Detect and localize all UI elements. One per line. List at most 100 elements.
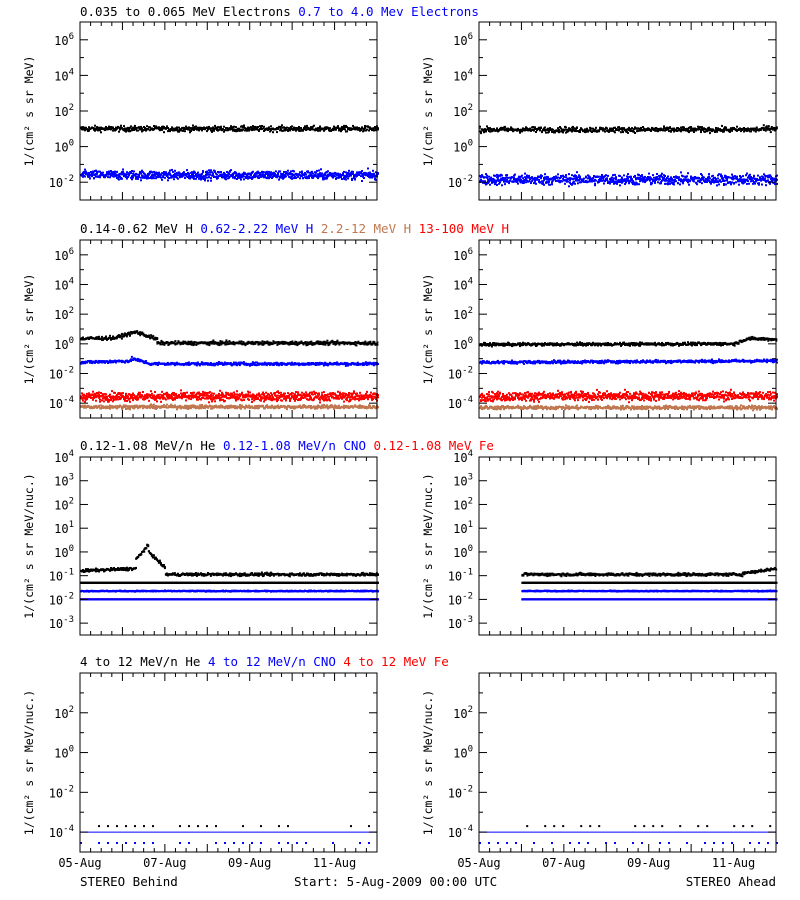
data-point [318,361,321,364]
data-point [103,397,105,400]
data-point [139,391,141,394]
data-point [563,175,565,178]
data-point [731,173,733,176]
data-point [265,391,267,394]
data-point [133,332,136,335]
data-point [540,177,542,180]
data-point [198,129,200,132]
data-point [754,177,756,180]
data-point [644,129,646,132]
data-point [158,126,160,129]
data-point [656,176,658,178]
data-point [212,394,214,397]
data-point [313,124,315,127]
data-point [167,395,169,398]
data-point [742,179,744,182]
data-point [141,127,143,130]
data-point [186,341,189,344]
data-point [282,177,284,180]
data-point [633,128,635,131]
data-point [175,361,178,364]
data-point [683,126,685,129]
data-point [213,129,215,132]
data-point [638,183,640,186]
data-point [88,175,90,178]
data-point [665,178,667,181]
data-point [673,127,675,130]
data-point [109,393,111,396]
data-point [304,172,306,174]
data-point [173,392,175,394]
data-point [742,128,744,131]
data-point [171,168,173,171]
data-point [277,173,279,176]
data-point [734,177,736,180]
data-point [541,130,543,133]
data-point [241,392,243,394]
data-point [603,182,605,185]
data-point [567,128,569,131]
data-point [249,391,251,394]
data-point [222,393,224,396]
data-point [140,176,142,179]
data-point [166,125,168,128]
data-point [105,336,107,338]
data-point [230,169,232,172]
data-point [176,126,178,129]
data-point [341,178,343,180]
data-point [208,169,210,172]
data-point [775,126,778,129]
data-point [720,180,722,183]
data-point [139,331,142,334]
data-point [633,181,635,184]
data-point [322,364,325,367]
data-point [496,184,498,186]
data-point [175,129,177,132]
data-point [85,396,87,399]
data-point [601,179,603,182]
data-point [544,173,546,176]
data-point [222,398,224,401]
legend-entry: 0.035 to 0.065 MeV Electrons [80,4,291,19]
data-point [142,391,144,393]
row-1-legend: 0.14-0.62 MeV H 0.62-2.22 MeV H 2.2-12 M… [80,221,509,236]
data-point [163,126,165,128]
data-point [521,130,523,133]
data-point [530,182,532,184]
data-point [577,182,579,185]
data-point [641,177,643,180]
data-point [586,127,588,130]
data-point [177,177,179,180]
data-point [533,178,535,181]
data-point [180,392,182,395]
data-point [548,130,550,133]
data-point [238,127,240,130]
data-point [98,126,100,129]
data-point [655,177,657,180]
data-point [238,172,240,175]
data-point [481,174,483,177]
data-point [153,394,155,397]
data-point [364,125,366,127]
data-point [353,126,355,129]
data-point [266,340,269,343]
data-point [98,335,100,338]
data-point [252,170,254,173]
data-point [571,183,573,186]
data-point [366,128,368,131]
data-point [618,126,620,129]
data-point [629,128,631,131]
data-point [560,176,562,179]
data-point [206,130,208,133]
data-point [258,343,261,346]
data-point [538,126,540,129]
data-point [335,342,338,345]
data-point [231,128,233,131]
data-point [762,124,765,127]
data-point [242,361,245,364]
data-point [159,343,162,346]
data-point [661,172,663,175]
data-point [120,337,123,340]
data-points [80,124,379,182]
data-point [191,128,193,131]
